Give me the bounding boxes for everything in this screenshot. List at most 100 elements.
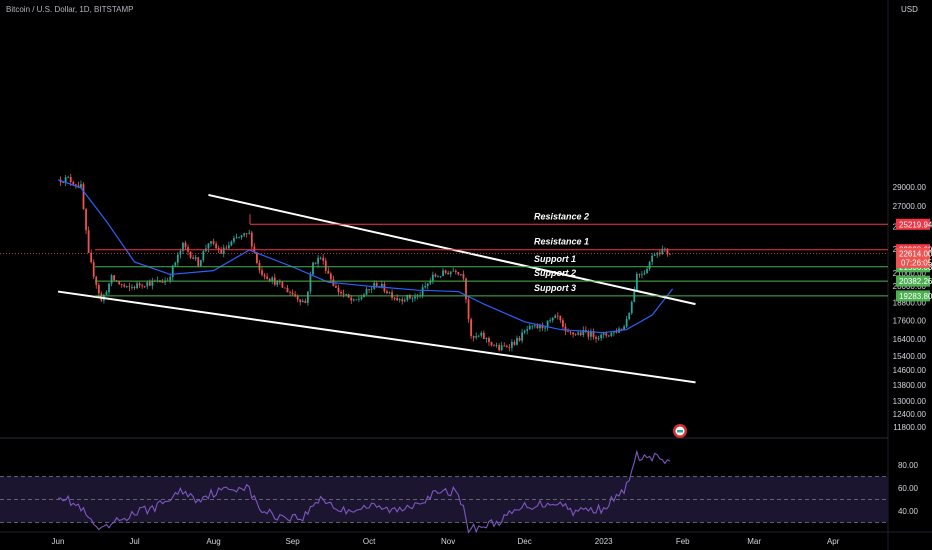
candle	[528, 323, 531, 330]
candle	[97, 282, 100, 297]
level-support-5[interactable]: Support 3	[95, 283, 888, 297]
candle	[470, 317, 472, 339]
candle	[373, 280, 376, 290]
symbol-title: Bitcoin / U.S. Dollar, 1D, BITSTAMP	[6, 5, 133, 14]
candle	[600, 332, 603, 342]
candle	[661, 245, 664, 255]
candle	[549, 317, 552, 324]
candle	[319, 256, 322, 260]
candle	[227, 241, 230, 251]
candle	[207, 243, 210, 253]
candle	[503, 342, 506, 347]
candle	[439, 275, 442, 278]
candle	[597, 335, 600, 341]
candle	[467, 295, 470, 323]
candle	[493, 344, 495, 347]
price-tick-label: 13000.00	[893, 397, 927, 406]
candle	[523, 329, 526, 335]
level-price-tag: 20382.26	[896, 275, 932, 287]
candle	[607, 334, 610, 338]
candle	[498, 343, 501, 352]
candle	[312, 261, 314, 277]
candle	[526, 326, 529, 335]
candle	[291, 289, 294, 296]
candle	[248, 229, 251, 235]
price-tick-label: 29000.00	[893, 183, 927, 192]
level-support-4[interactable]: Support 2	[95, 268, 888, 282]
candle	[505, 344, 508, 348]
candle	[426, 283, 429, 290]
candle	[411, 296, 414, 303]
candle	[138, 282, 141, 288]
candle	[263, 273, 266, 280]
price-tick-label: 11800.00	[893, 423, 926, 432]
candle	[284, 287, 286, 289]
candle	[105, 290, 108, 296]
candle	[176, 252, 179, 267]
candle	[215, 241, 217, 250]
candle	[613, 331, 615, 337]
candle	[233, 235, 235, 244]
price-tick-label: 21000.00	[893, 269, 927, 278]
candle	[67, 175, 70, 179]
candle	[222, 244, 225, 258]
candle	[220, 246, 223, 254]
candle	[386, 289, 388, 295]
level-resistance-1[interactable]: Resistance 2	[249, 211, 888, 225]
price-tick-label: 16400.00	[893, 335, 927, 344]
candle	[235, 233, 238, 239]
rsi-tick-label: 40.00	[898, 507, 919, 516]
time-tick-label: Apr	[827, 537, 840, 546]
candle	[125, 285, 128, 289]
rsi-pane[interactable]	[0, 449, 888, 534]
candle	[370, 285, 373, 294]
candle	[123, 283, 126, 288]
rsi-tick-label: 60.00	[898, 484, 919, 493]
candle	[452, 267, 455, 272]
candle	[396, 294, 399, 302]
svg-text:19283.80: 19283.80	[899, 292, 932, 301]
candle	[564, 323, 567, 336]
price-tick-label: 14600.00	[893, 366, 927, 375]
candle	[324, 257, 327, 274]
candle	[544, 326, 546, 332]
candle	[630, 300, 633, 315]
candle	[447, 270, 450, 275]
candle	[309, 271, 312, 295]
candle	[533, 324, 536, 329]
candle	[202, 249, 205, 263]
candle	[559, 315, 562, 323]
candle	[643, 270, 646, 276]
candle	[365, 286, 368, 296]
moving-average-line	[57, 179, 674, 334]
level-support-3[interactable]: Support 1	[95, 254, 888, 268]
level-resistance-2[interactable]: Resistance 1	[95, 237, 888, 251]
channel-lower-line	[57, 290, 696, 384]
candle	[199, 259, 202, 267]
time-tick-label: Mar	[747, 537, 761, 546]
candle	[243, 232, 246, 238]
candle	[301, 298, 304, 303]
candle	[495, 342, 498, 348]
alert-icon[interactable]	[673, 424, 687, 438]
candle	[531, 324, 534, 330]
candle	[245, 233, 248, 238]
candle	[261, 267, 263, 277]
candle	[230, 240, 233, 247]
svg-text:07:26:05: 07:26:05	[901, 258, 932, 267]
level-price-tag: 25219.94	[896, 218, 932, 230]
candle	[240, 235, 243, 240]
currency-label: USD	[901, 5, 918, 14]
candle	[388, 291, 391, 294]
candle	[638, 273, 641, 278]
price-pane[interactable]: Resistance 2 Resistance 1 Support 1 Support…	[0, 173, 888, 384]
candle	[625, 315, 628, 328]
candle	[108, 282, 110, 295]
svg-text:22614.00: 22614.00	[899, 249, 932, 258]
candle	[457, 271, 460, 276]
candle	[569, 330, 572, 336]
candle	[475, 332, 478, 340]
level-label: Resistance 2	[534, 211, 589, 221]
candle	[146, 280, 149, 290]
candle	[90, 249, 93, 264]
